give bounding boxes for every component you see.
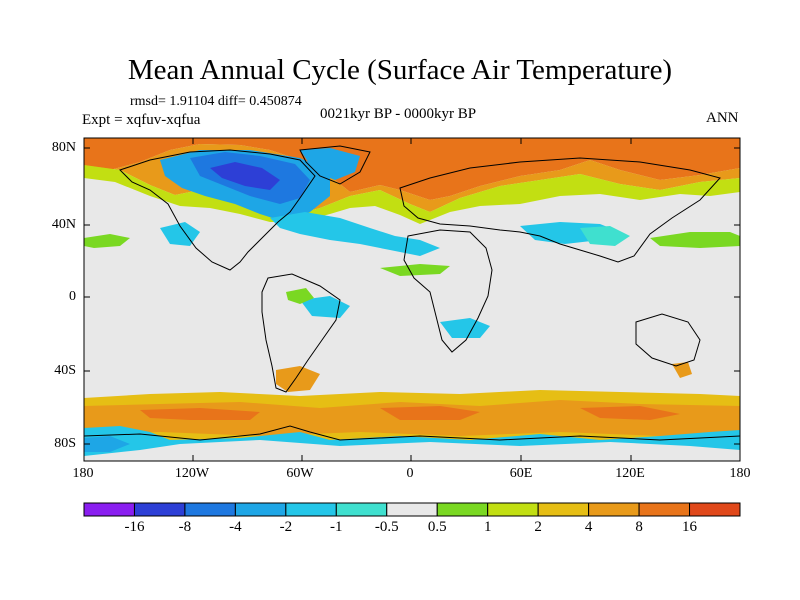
colorbar xyxy=(83,502,741,517)
lon-label-180w: 180 xyxy=(72,466,94,481)
mid-lat-yellow-band xyxy=(84,165,740,224)
equatorial-green-patch xyxy=(286,288,314,304)
colorbar-box xyxy=(689,502,741,517)
colorbar-box xyxy=(83,502,135,517)
lat-label-40s: 40S xyxy=(54,363,76,378)
period-label: 0021kyr BP - 0000kyr BP xyxy=(320,106,477,122)
map-frame xyxy=(83,137,741,462)
lat-label-0: 0 xyxy=(69,289,76,304)
lon-label-60e: 60E xyxy=(509,466,533,481)
eurasia-coast xyxy=(399,157,721,263)
lon-label-180e: 180 xyxy=(729,466,751,481)
antarctic-neutral-region xyxy=(84,440,740,461)
axis-ticks xyxy=(84,138,740,461)
north-atlantic-cool-region xyxy=(270,212,440,256)
africa-cool-region xyxy=(440,318,490,338)
southern-ocean-strong-warm xyxy=(140,406,680,420)
lon-label-0: 0 xyxy=(406,466,414,481)
colorbar-label: -4 xyxy=(229,519,242,535)
antarctic-cold-patch xyxy=(84,436,130,452)
colorbar-label: 4 xyxy=(584,519,593,535)
australia-coast xyxy=(635,313,701,367)
lon-label-60w: 60W xyxy=(286,466,314,481)
pacific-green-patch xyxy=(84,234,130,248)
north-america-coast xyxy=(119,149,316,271)
colorbar-label: 8 xyxy=(635,519,643,535)
temperature-field xyxy=(84,138,740,461)
colorbar-label: -0.5 xyxy=(374,519,399,535)
patagonia-warm-region xyxy=(276,366,320,392)
colorbar-box xyxy=(638,502,691,517)
indian-ocean-cool-region xyxy=(580,226,630,246)
colorbar-label: -1 xyxy=(330,519,343,535)
colorbar-label: -8 xyxy=(178,519,192,535)
coastlines xyxy=(84,145,740,441)
colorbar-label: -2 xyxy=(279,519,293,535)
colorbar-box xyxy=(133,502,186,517)
colorbar-label: 0.5 xyxy=(427,519,447,535)
arctic-warm-region xyxy=(84,138,740,200)
africa-coast xyxy=(403,229,493,353)
season-label: ANN xyxy=(706,110,739,126)
colorbar-box xyxy=(335,502,388,517)
antarctica-coast xyxy=(84,425,740,441)
lat-label-80s: 80S xyxy=(54,436,76,451)
colorbar-label: 2 xyxy=(534,519,542,535)
colorbar-box xyxy=(234,502,287,517)
colorbar-box xyxy=(436,502,489,517)
colorbar-box xyxy=(386,502,438,517)
experiment-label: Expt = xqfuv-xqfua xyxy=(82,112,201,128)
colorbar-box xyxy=(487,502,539,517)
lon-label-120w: 120W xyxy=(174,466,210,481)
statistics-text: rmsd= 1.91104 diff= 0.450874 xyxy=(130,94,302,109)
greenland-coast xyxy=(299,145,371,185)
colorbar-box xyxy=(184,502,236,517)
colorbar-label: 1 xyxy=(483,519,492,535)
lon-label-120e: 120E xyxy=(615,466,645,481)
atlantic-green-band xyxy=(380,264,450,276)
colorbar-box xyxy=(537,502,590,517)
colorbar-label: -16 xyxy=(124,519,145,535)
north-pacific-green-band xyxy=(650,232,740,248)
lat-label-40n: 40N xyxy=(51,217,76,232)
colorbar-box xyxy=(588,502,640,517)
colorbar-label: 16 xyxy=(682,519,698,535)
laurentide-coldest-core xyxy=(210,162,280,190)
chart-title: Mean Annual Cycle (Surface Air Temperatu… xyxy=(127,54,673,86)
colorbar-box xyxy=(285,502,337,517)
south-america-coast xyxy=(261,273,341,393)
lat-label-80n: 80N xyxy=(51,140,76,155)
greenland-cool-region xyxy=(300,148,360,180)
